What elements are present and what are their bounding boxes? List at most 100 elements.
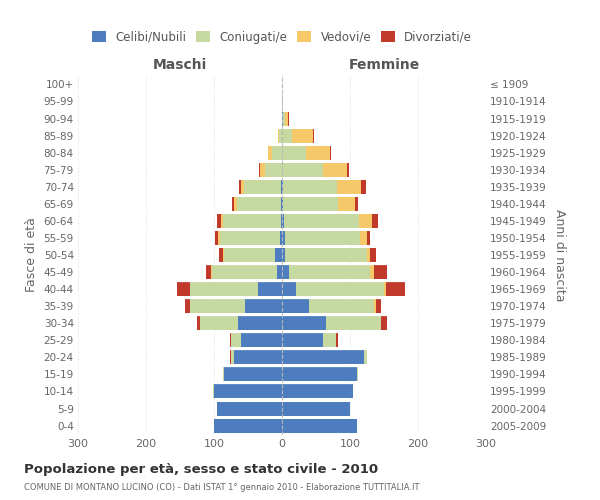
Bar bbox=[244, 180, 281, 194]
Bar bbox=[296, 282, 384, 296]
Bar bbox=[217, 402, 282, 415]
Bar bbox=[286, 231, 360, 245]
Bar bbox=[374, 299, 376, 313]
Bar bbox=[355, 197, 358, 211]
Bar bbox=[200, 316, 238, 330]
Bar bbox=[197, 316, 200, 330]
Bar bbox=[282, 128, 292, 142]
Bar bbox=[265, 162, 282, 176]
Bar bbox=[286, 248, 367, 262]
Bar bbox=[258, 282, 282, 296]
Bar bbox=[361, 180, 367, 194]
Bar bbox=[289, 265, 370, 279]
Bar bbox=[190, 299, 245, 313]
Bar bbox=[367, 231, 370, 245]
Bar bbox=[282, 146, 306, 160]
Bar bbox=[224, 248, 275, 262]
Bar bbox=[282, 350, 364, 364]
Bar bbox=[282, 94, 283, 108]
Bar bbox=[281, 180, 282, 194]
Bar bbox=[282, 368, 357, 382]
Bar bbox=[282, 180, 283, 194]
Bar bbox=[241, 180, 244, 194]
Bar bbox=[268, 146, 272, 160]
Bar bbox=[231, 334, 241, 347]
Bar bbox=[283, 197, 338, 211]
Bar bbox=[230, 334, 231, 347]
Bar bbox=[215, 231, 218, 245]
Bar bbox=[272, 146, 282, 160]
Bar bbox=[360, 231, 367, 245]
Bar bbox=[285, 112, 288, 126]
Bar bbox=[238, 316, 282, 330]
Bar bbox=[235, 350, 282, 364]
Bar bbox=[357, 368, 358, 382]
Text: COMUNE DI MONTANO LUCINO (CO) - Dati ISTAT 1° gennaio 2010 - Elaborazione TUTTIT: COMUNE DI MONTANO LUCINO (CO) - Dati IST… bbox=[24, 484, 419, 492]
Bar bbox=[282, 197, 283, 211]
Text: Femmine: Femmine bbox=[349, 58, 419, 72]
Bar bbox=[283, 180, 337, 194]
Bar bbox=[337, 180, 361, 194]
Bar bbox=[231, 350, 235, 364]
Bar bbox=[282, 112, 283, 126]
Bar bbox=[230, 350, 231, 364]
Text: Popolazione per età, sesso e stato civile - 2010: Popolazione per età, sesso e stato civil… bbox=[24, 462, 378, 475]
Bar bbox=[282, 214, 284, 228]
Bar bbox=[282, 316, 326, 330]
Bar bbox=[323, 334, 337, 347]
Bar bbox=[329, 146, 331, 160]
Bar bbox=[190, 282, 258, 296]
Bar bbox=[323, 162, 347, 176]
Y-axis label: Fasce di età: Fasce di età bbox=[25, 218, 38, 292]
Bar bbox=[220, 248, 223, 262]
Bar bbox=[282, 334, 323, 347]
Bar bbox=[260, 162, 265, 176]
Bar bbox=[241, 334, 282, 347]
Bar bbox=[239, 180, 241, 194]
Bar bbox=[214, 384, 282, 398]
Bar bbox=[283, 112, 285, 126]
Bar bbox=[282, 231, 286, 245]
Bar bbox=[282, 282, 296, 296]
Y-axis label: Anni di nascita: Anni di nascita bbox=[553, 209, 566, 301]
Bar bbox=[223, 214, 281, 228]
Bar bbox=[282, 265, 289, 279]
Bar bbox=[279, 128, 282, 142]
Bar bbox=[185, 299, 190, 313]
Bar bbox=[275, 248, 282, 262]
Bar bbox=[380, 316, 381, 330]
Bar bbox=[214, 418, 282, 432]
Bar bbox=[370, 248, 376, 262]
Bar bbox=[384, 282, 386, 296]
Bar bbox=[309, 299, 374, 313]
Bar bbox=[326, 316, 380, 330]
Bar bbox=[232, 197, 234, 211]
Bar bbox=[376, 299, 381, 313]
Bar bbox=[367, 248, 370, 262]
Bar bbox=[224, 368, 282, 382]
Bar bbox=[221, 214, 223, 228]
Bar bbox=[217, 214, 221, 228]
Bar bbox=[281, 214, 282, 228]
Bar bbox=[364, 350, 367, 364]
Bar bbox=[223, 368, 224, 382]
Bar bbox=[370, 265, 374, 279]
Bar bbox=[306, 146, 329, 160]
Bar bbox=[177, 282, 190, 296]
Bar bbox=[259, 162, 260, 176]
Text: Maschi: Maschi bbox=[153, 58, 207, 72]
Bar bbox=[280, 231, 282, 245]
Bar bbox=[338, 197, 355, 211]
Bar bbox=[282, 248, 286, 262]
Bar bbox=[313, 128, 314, 142]
Bar bbox=[282, 162, 323, 176]
Bar bbox=[292, 128, 313, 142]
Bar bbox=[278, 128, 279, 142]
Bar bbox=[282, 384, 353, 398]
Bar bbox=[359, 214, 373, 228]
Bar bbox=[282, 299, 309, 313]
Bar bbox=[284, 214, 359, 228]
Bar bbox=[282, 418, 357, 432]
Bar bbox=[288, 112, 289, 126]
Bar bbox=[245, 299, 282, 313]
